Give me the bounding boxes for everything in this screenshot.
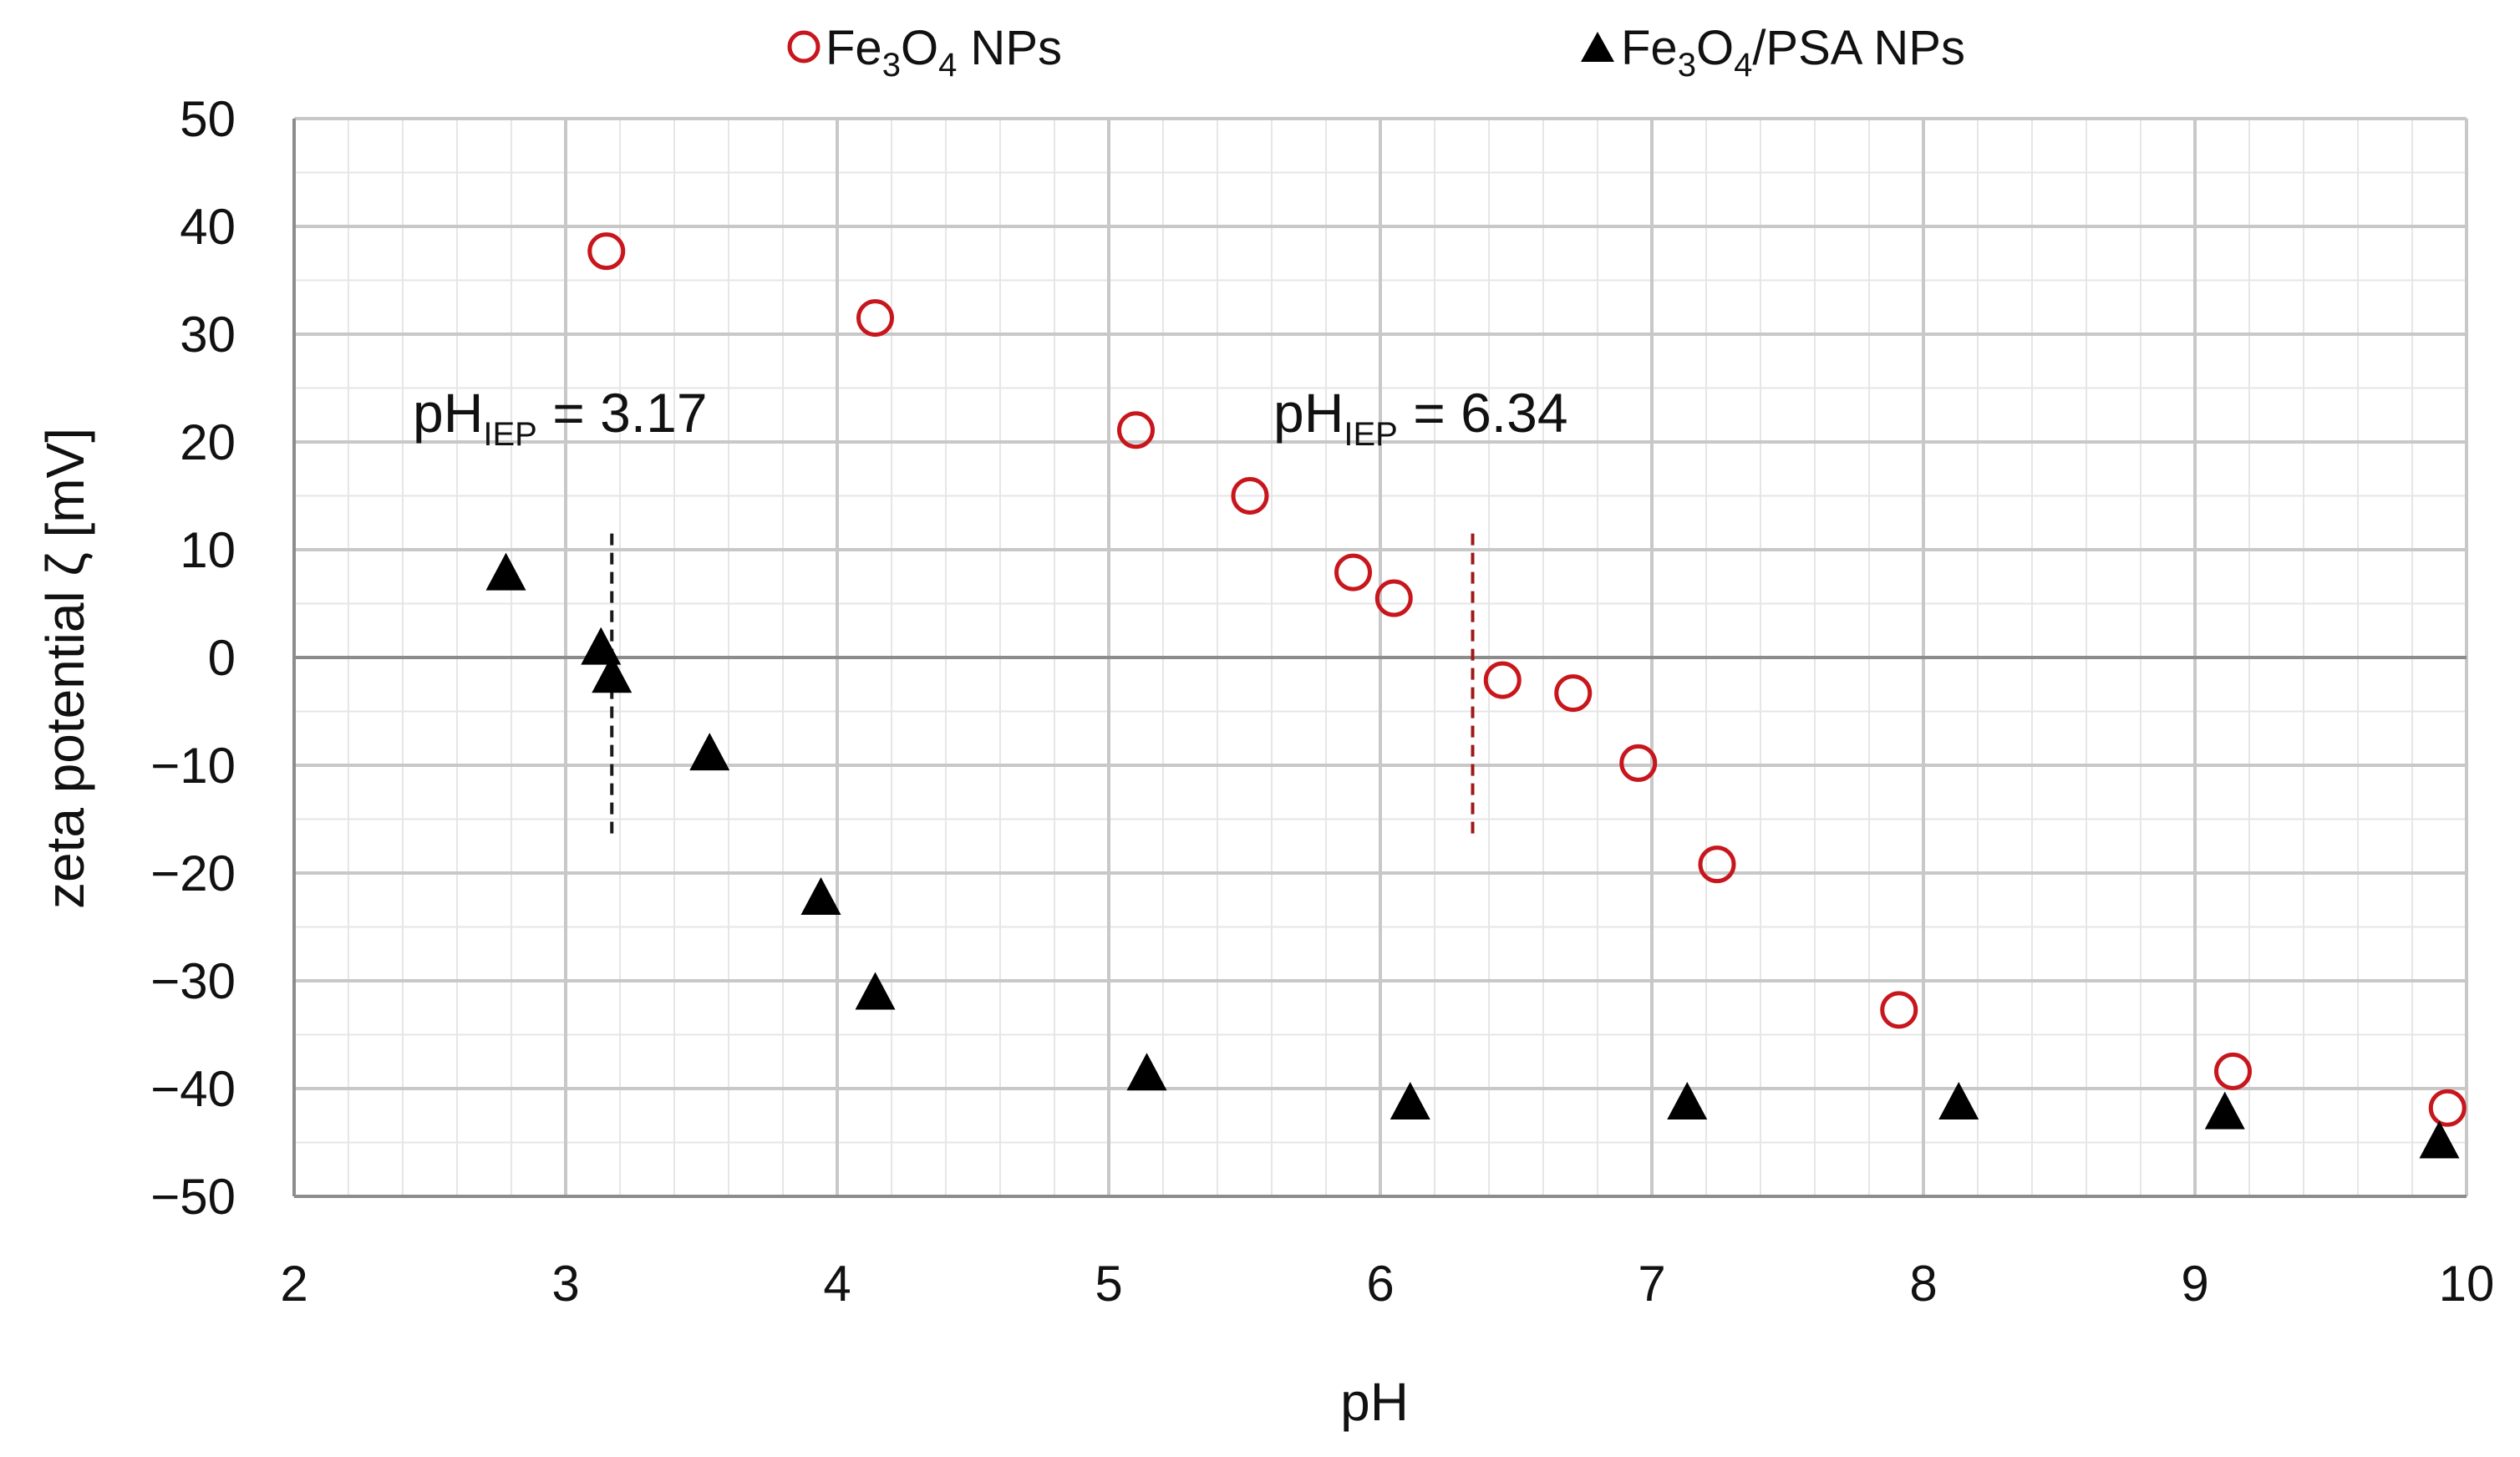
y-tick-label: 0 <box>208 630 236 686</box>
legend-label-fe3o4-psa-mid: O <box>1696 21 1734 75</box>
point-fe3o4-nps <box>1554 674 1593 713</box>
point-fe3o4-psa-nps <box>800 876 841 915</box>
iep-reference-lines <box>610 533 1475 835</box>
legend-label-fe3o4-tail: NPs <box>957 21 1062 75</box>
point-fe3o4-psa-nps <box>2419 1120 2460 1159</box>
tick-labels: 2 3 4 5 6 7 8 9 10 50 40 30 20 10 0 −10 −20 −30 −40 −50 <box>150 91 2494 1312</box>
point-fe3o4-psa-nps <box>689 733 730 771</box>
x-tick-label: 3 <box>551 1256 579 1312</box>
point-fe3o4-nps <box>2428 1089 2467 1127</box>
legend-label-fe3o4-mid: O <box>901 21 938 75</box>
x-tick-label: 10 <box>2439 1256 2495 1312</box>
point-fe3o4-nps <box>587 232 626 271</box>
y-axis-title: zeta potential ζ [mV] <box>35 428 95 909</box>
point-fe3o4-psa-nps <box>581 627 622 665</box>
point-fe3o4-psa-nps <box>1667 1082 1708 1120</box>
point-fe3o4-nps <box>1231 477 1269 515</box>
legend-label-fe3o4-psa: Fe3O4/PSA NPs <box>1621 21 1965 84</box>
point-fe3o4-psa-nps <box>592 655 633 693</box>
legend: Fe3O4 NPs Fe3O4/PSA NPs <box>787 21 1965 84</box>
y-tick-label: 40 <box>180 199 236 255</box>
y-tick-label: −30 <box>150 953 236 1009</box>
point-fe3o4-psa-nps <box>1938 1082 1979 1120</box>
legend-label-fe3o4-psa-sub1: 3 <box>1678 47 1696 84</box>
y-tick-label: −20 <box>150 845 236 901</box>
annotation-iep-1-sub: IEP <box>483 416 536 453</box>
y-tick-label: 10 <box>180 522 236 578</box>
legend-label-fe3o4-base: Fe <box>826 21 882 75</box>
annotation-iep-2-post: = 6.34 <box>1398 382 1568 444</box>
x-tick-label: 2 <box>280 1256 307 1312</box>
legend-label-fe3o4-psa-tail: /PSA NPs <box>1752 21 1965 75</box>
point-fe3o4-nps <box>1483 661 1522 699</box>
y-tick-label: 20 <box>180 414 236 470</box>
annotation-iep-2-sub: IEP <box>1344 416 1397 453</box>
x-tick-label: 9 <box>2181 1256 2208 1312</box>
data-markers <box>485 232 2467 1159</box>
x-tick-label: 6 <box>1366 1256 1394 1312</box>
y-tick-label: −10 <box>150 738 236 794</box>
axes <box>292 119 2467 1198</box>
x-tick-label: 8 <box>1909 1256 1937 1312</box>
legend-entry-fe3o4: Fe3O4 NPs <box>787 21 1062 84</box>
x-axis-title: pH <box>1340 1372 1409 1432</box>
point-fe3o4-nps <box>1880 991 1918 1029</box>
legend-label-fe3o4-sub1: 3 <box>882 47 901 84</box>
y-tick-label: 30 <box>180 307 236 363</box>
point-fe3o4-nps <box>1334 553 1372 591</box>
point-fe3o4-nps <box>1698 845 1736 884</box>
x-tick-label: 4 <box>823 1256 851 1312</box>
point-fe3o4-psa-nps <box>1126 1053 1167 1091</box>
point-fe3o4-nps <box>1374 579 1413 617</box>
legend-label-fe3o4-sub2: 4 <box>938 47 957 84</box>
legend-label-fe3o4-psa-base: Fe <box>1621 21 1678 75</box>
point-fe3o4-nps <box>1619 744 1658 782</box>
legend-marker-open-circle <box>787 30 821 63</box>
legend-label-fe3o4-psa-sub2: 4 <box>1734 47 1752 84</box>
point-fe3o4-psa-nps <box>485 552 526 591</box>
point-fe3o4-nps <box>856 299 894 338</box>
y-tick-label: 50 <box>180 91 236 147</box>
y-tick-label: −50 <box>150 1169 236 1225</box>
point-fe3o4-psa-nps <box>1390 1082 1430 1120</box>
annotation-iep-1-pre: pH <box>413 382 483 444</box>
point-fe3o4-nps <box>1117 411 1155 449</box>
legend-label-fe3o4: Fe3O4 NPs <box>826 21 1062 84</box>
point-fe3o4-psa-nps <box>2204 1091 2245 1130</box>
x-tick-label: 5 <box>1095 1256 1122 1312</box>
legend-entry-fe3o4-psa: Fe3O4/PSA NPs <box>1581 21 1965 84</box>
legend-marker-filled-triangle <box>1581 32 1614 62</box>
annotation-iep-2-pre: pH <box>1273 382 1344 444</box>
point-fe3o4-psa-nps <box>855 972 896 1010</box>
x-tick-label: 7 <box>1638 1256 1665 1312</box>
annotation-iep-2: pHIEP = 6.34 <box>1273 382 1568 453</box>
y-tick-label: −40 <box>150 1061 236 1117</box>
point-fe3o4-nps <box>2214 1052 2252 1090</box>
annotation-iep-1: pHIEP = 3.17 <box>413 382 708 453</box>
annotation-iep-1-post: = 3.17 <box>537 382 708 444</box>
